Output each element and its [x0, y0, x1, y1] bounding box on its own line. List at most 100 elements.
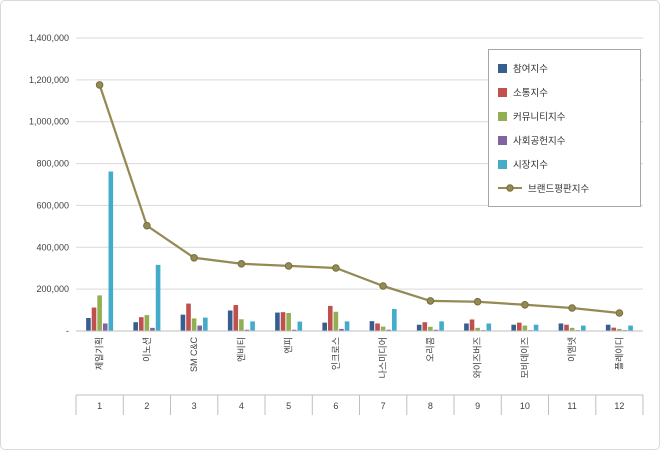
y-tick-label: -: [66, 326, 69, 336]
x-category-label: 오리콤: [425, 337, 435, 362]
line-marker: [190, 253, 198, 262]
bar: [516, 322, 522, 331]
line-marker: [426, 297, 435, 305]
legend-label: 커뮤니티지수: [513, 112, 566, 123]
bar: [628, 325, 633, 331]
bar: [605, 324, 611, 331]
legend-item-1: 참여지수: [498, 56, 631, 80]
bar: [469, 319, 475, 331]
x-category-label: SM C&C: [189, 337, 199, 373]
bar: [327, 305, 333, 331]
bar: [564, 324, 569, 331]
bar: [280, 312, 286, 331]
bar: [297, 321, 303, 331]
bar: [133, 322, 138, 331]
x-rank-label: 12: [614, 401, 624, 411]
legend-swatch-icon: [498, 87, 507, 97]
legend-label: 소통지수: [513, 88, 548, 99]
legend-item-6: 브랜드평판지수: [498, 176, 631, 200]
bar: [522, 325, 528, 331]
bar: [581, 325, 586, 331]
y-tick-label: 400,000: [36, 242, 69, 252]
bar: [155, 264, 161, 331]
bar: [369, 321, 375, 331]
line-marker: [473, 297, 482, 306]
bar: [150, 327, 155, 331]
line-marker: [284, 262, 293, 270]
legend-label: 시장지수: [513, 160, 548, 171]
line-marker: [332, 264, 340, 272]
x-category-label: 제일기획: [94, 337, 105, 370]
line-marker: [95, 81, 104, 89]
bar: [275, 312, 280, 331]
bar: [244, 329, 250, 331]
bar: [475, 327, 480, 331]
y-tick-label: 200,000: [36, 284, 69, 294]
x-category-label: 이엠넷: [566, 337, 577, 362]
bar: [380, 326, 386, 331]
bar: [227, 310, 233, 331]
bar: [428, 326, 433, 331]
bar: [291, 329, 297, 331]
bar: [233, 305, 239, 331]
bar: [239, 319, 244, 331]
x-rank-label: 10: [520, 401, 530, 411]
line-marker: [237, 260, 246, 268]
bar: [439, 321, 444, 331]
bar: [138, 317, 144, 331]
bar: [197, 325, 203, 331]
legend-item-5: 시장지수: [498, 152, 631, 176]
bar: [86, 318, 91, 331]
bar: [186, 303, 191, 331]
bar: [333, 311, 339, 331]
bar: [97, 295, 102, 331]
bar: [102, 323, 108, 331]
bar: [617, 328, 622, 331]
bar: [286, 313, 291, 331]
bar: [108, 171, 114, 331]
bar: [180, 314, 186, 331]
bar: [422, 322, 428, 331]
bar: [511, 324, 516, 331]
legend-swatch-icon: [498, 63, 507, 73]
x-category-label: 엔비티: [236, 337, 246, 362]
y-tick-label: 1,000,000: [29, 117, 69, 127]
bar: [203, 317, 208, 331]
x-category-label: 모비데이즈: [520, 337, 530, 378]
x-rank-label: 5: [286, 401, 291, 411]
x-rank-label: 11: [567, 401, 576, 411]
x-rank-label: 7: [381, 401, 386, 411]
x-rank-label: 2: [144, 401, 149, 411]
bar: [191, 318, 197, 331]
x-rank-label: 1: [97, 401, 102, 411]
bar: [91, 307, 97, 331]
x-rank-label: 8: [428, 401, 433, 411]
x-category-label: 이노션: [142, 337, 152, 362]
y-tick-label: 1,200,000: [29, 75, 69, 85]
bar: [144, 315, 150, 331]
legend-line-marker-icon: [498, 184, 522, 192]
x-category-label: 엔피: [284, 337, 294, 354]
reputation-line: [98, 84, 620, 315]
bar: [569, 327, 575, 331]
bar: [250, 321, 255, 331]
x-rank-label: 4: [239, 401, 244, 411]
bar: [322, 322, 327, 331]
line-marker: [521, 301, 529, 309]
legend-label: 사회공헌지수: [513, 136, 566, 147]
x-category-label: 나스미디어: [378, 337, 388, 378]
legend-swatch-icon: [498, 159, 507, 169]
x-category-label: 인크로스: [331, 337, 341, 370]
x-rank-label: 6: [333, 401, 338, 411]
x-rank-label: 9: [475, 401, 480, 411]
bar: [433, 329, 439, 331]
legend-item-2: 소통지수: [498, 80, 631, 104]
bar: [533, 324, 539, 331]
bar: [339, 328, 344, 331]
y-tick-label: 600,000: [36, 200, 69, 210]
legend-item-3: 커뮤니티지수: [498, 104, 631, 128]
legend-swatch-icon: [498, 135, 507, 145]
